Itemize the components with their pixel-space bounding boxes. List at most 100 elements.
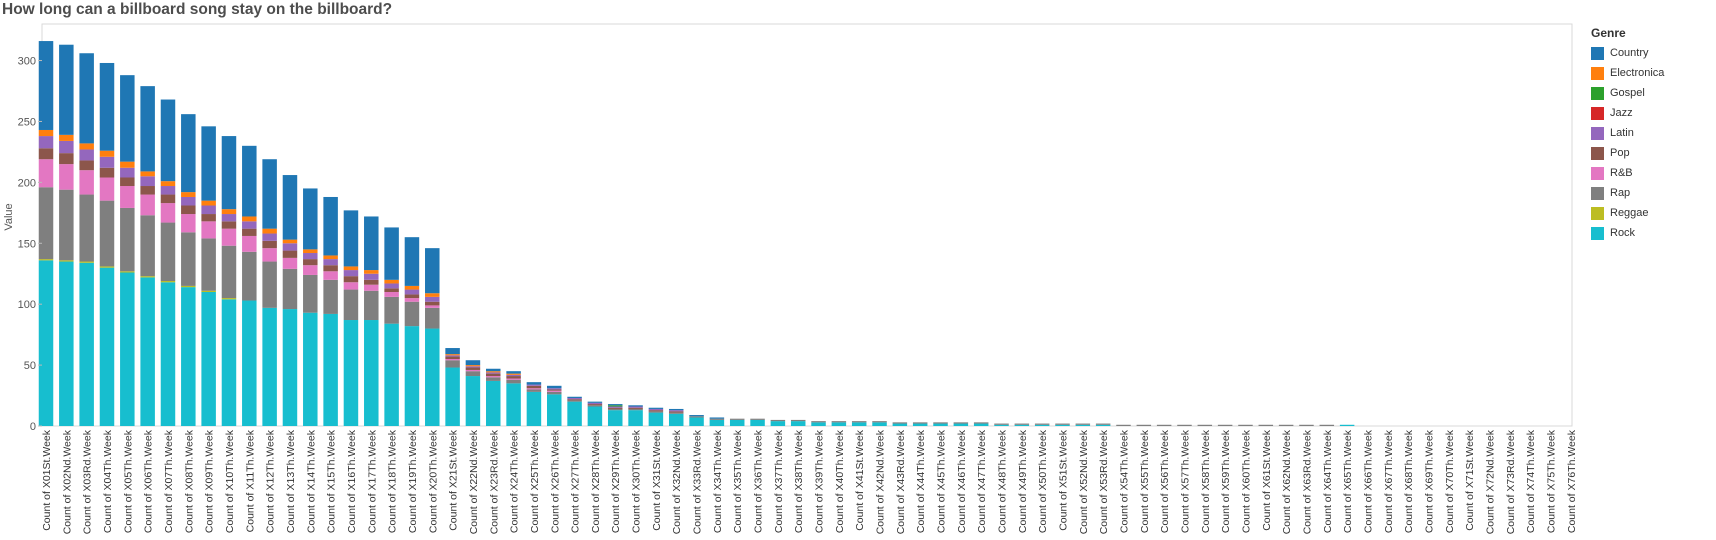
x-category-label: Count of X09Th.Week xyxy=(204,429,216,533)
x-category-label: Count of X30Th.Week xyxy=(631,429,643,533)
bar-segment-rap xyxy=(1034,423,1050,425)
bar-segment-country xyxy=(201,126,216,201)
bar-segment-latin xyxy=(628,406,643,408)
bar-segment-rock xyxy=(1075,424,1091,426)
bar-segment-rap xyxy=(1319,424,1335,426)
bar-segment-rap xyxy=(465,371,481,377)
legend-item-jazz[interactable]: Jazz xyxy=(1591,103,1711,123)
bar-segment-rock xyxy=(425,328,440,426)
bar-segment-pop xyxy=(364,279,379,285)
bar-stack xyxy=(729,418,745,426)
legend-item-pop[interactable]: Pop xyxy=(1591,143,1711,163)
bar-segment-latin xyxy=(425,296,440,302)
legend-swatch xyxy=(1591,66,1604,80)
x-category-label: Count of X38Th.Week xyxy=(793,429,805,533)
bar-segment-rap xyxy=(547,391,562,395)
bar-segment-rock xyxy=(1014,424,1030,426)
bar-segment-rock xyxy=(79,262,94,426)
x-category-label: Count of X27Th.Week xyxy=(570,429,582,533)
legend-label: Gospel xyxy=(1610,87,1645,99)
x-category-label: Count of X66Th.Week xyxy=(1362,429,1374,533)
bar-segment-electronica xyxy=(303,249,318,254)
x-category-label: Count of X28Th.Week xyxy=(590,429,602,533)
bar-segment-rap xyxy=(1156,424,1172,426)
x-category-label: Count of X10Th.Week xyxy=(224,429,236,533)
legend-item-rock[interactable]: Rock xyxy=(1591,223,1711,243)
legend-item-electronica[interactable]: Electronica xyxy=(1591,63,1711,83)
bar-segment-country xyxy=(486,368,501,372)
bar-segment-rock xyxy=(912,423,928,426)
bar-segment-country xyxy=(221,136,237,210)
bar-segment-rap xyxy=(953,422,969,424)
bar-stack xyxy=(1339,424,1355,426)
bar-segment-rap xyxy=(140,215,155,277)
x-category-label: Count of X59Th.Week xyxy=(1220,429,1232,533)
bar-segment-reggae xyxy=(79,261,94,263)
bar-segment-rock xyxy=(953,423,969,426)
bar-segment-reggae xyxy=(160,281,176,283)
bar-segment-country xyxy=(709,417,725,419)
x-category-label: Count of X31St.Week xyxy=(651,429,663,531)
bar-segment-rap xyxy=(770,419,786,422)
bar-segment-rock xyxy=(99,267,115,426)
bar-stack xyxy=(892,422,908,426)
legend-item-rap[interactable]: Rap xyxy=(1591,183,1711,203)
bar-segment-rock xyxy=(770,421,786,426)
x-category-label: Count of X58Th.Week xyxy=(1200,429,1212,533)
bar-segment-latin xyxy=(486,372,501,374)
legend-item-gospel[interactable]: Gospel xyxy=(1591,83,1711,103)
bar-segment-latin xyxy=(323,259,338,266)
bar-segment-pop xyxy=(547,389,562,391)
bar-stack xyxy=(750,418,765,426)
x-category-label: Count of X69Th.Week xyxy=(1423,429,1435,533)
bar-segment-latin xyxy=(404,289,420,295)
x-category-label: Count of X06Th.Week xyxy=(143,429,155,533)
bar-segment-pop xyxy=(303,259,318,266)
bar-stack xyxy=(1278,424,1294,426)
bar-segment-r-b xyxy=(506,378,521,380)
x-category-label: Count of X24Th.Week xyxy=(509,429,521,533)
bar-segment-country xyxy=(262,159,277,229)
bar-segment-rock xyxy=(790,421,806,426)
legend-item-r-b[interactable]: R&B xyxy=(1591,163,1711,183)
legend-item-reggae[interactable]: Reggae xyxy=(1591,203,1711,223)
x-category-label: Count of X39Th.Week xyxy=(814,429,826,533)
bar-stack xyxy=(262,159,277,426)
bar-segment-pop xyxy=(323,265,338,272)
y-ticks-layer: 0 50 100 150 200 250 300 xyxy=(18,56,42,433)
bar-segment-rock xyxy=(120,272,135,426)
x-category-label: Count of X19Th.Week xyxy=(407,429,419,533)
bar-segment-electronica xyxy=(445,354,460,356)
bar-segment-pop xyxy=(181,205,196,215)
legend-item-latin[interactable]: Latin xyxy=(1591,123,1711,143)
bar-segment-r-b xyxy=(201,221,216,239)
x-category-label: Count of X40Th.Week xyxy=(834,429,846,533)
bar-segment-rap xyxy=(933,422,948,424)
x-category-label: Count of X08Th.Week xyxy=(183,429,195,533)
bar-segment-pop xyxy=(567,399,582,401)
bar-stack xyxy=(1075,423,1091,426)
bar-segment-rock xyxy=(384,323,399,426)
bar-segment-electronica xyxy=(404,285,420,290)
bar-segment-rap xyxy=(384,296,399,324)
bar-segment-r-b xyxy=(384,292,399,297)
bar-segment-r-b xyxy=(140,194,155,216)
bar-segment-electronica xyxy=(120,161,135,168)
bar-segment-country xyxy=(181,114,196,193)
bar-segment-rock xyxy=(181,287,196,426)
x-category-label: Count of X34Th.Week xyxy=(712,429,724,533)
bar-segment-rock xyxy=(262,307,277,426)
bar-stack xyxy=(811,421,826,426)
legend-item-country[interactable]: Country xyxy=(1591,43,1711,63)
bar-segment-electronica xyxy=(465,365,481,367)
bar-segment-rap xyxy=(1299,424,1314,426)
bar-stack xyxy=(709,417,725,426)
bar-segment-rap xyxy=(201,238,216,291)
bar-stack xyxy=(506,371,521,426)
legend-swatch xyxy=(1591,86,1604,100)
bar-segment-rock xyxy=(160,282,176,426)
x-category-label: Count of X32Nd.Week xyxy=(671,429,683,534)
bar-segment-country xyxy=(607,404,623,406)
x-category-label: Count of X68Th.Week xyxy=(1403,429,1415,533)
bar-segment-latin xyxy=(445,355,460,357)
